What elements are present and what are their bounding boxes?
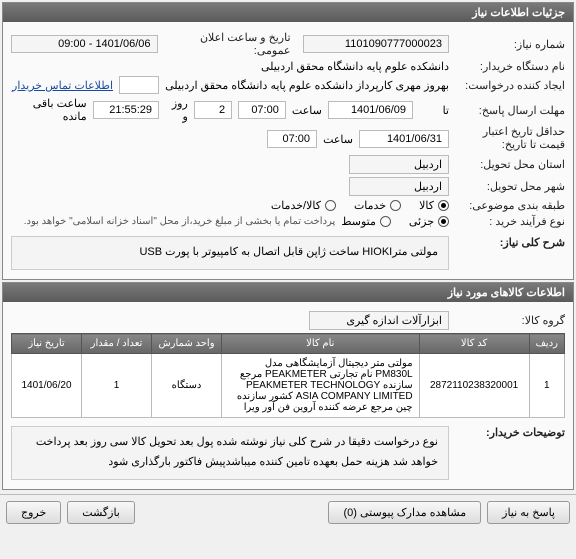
deliver-city-label: شهر محل تحویل: bbox=[455, 180, 565, 193]
radio-icon bbox=[390, 200, 401, 211]
creator-label: ایجاد کننده درخواست: bbox=[455, 79, 565, 92]
cell-unit: دستگاه bbox=[152, 354, 222, 418]
items-table: ردیف کد کالا نام کالا واحد شمارش تعداد /… bbox=[11, 333, 565, 418]
pt-partial-radio: جزئی bbox=[409, 215, 449, 228]
reply-deadline-label: مهلت ارسال پاسخ: bbox=[455, 104, 565, 117]
creator-blank bbox=[119, 76, 159, 94]
exit-button[interactable]: خروج bbox=[6, 501, 61, 524]
reply-time[interactable]: 07:00 bbox=[238, 101, 286, 119]
col-date: تاریخ نیاز bbox=[12, 334, 82, 354]
time-label-2: ساعت bbox=[323, 133, 353, 146]
cell-qty: 1 bbox=[82, 354, 152, 418]
purchase-type-group: جزئی متوسط bbox=[341, 215, 449, 228]
public-time-label: تاریخ و ساعت اعلان عمومی: bbox=[164, 31, 291, 57]
table-row[interactable]: 1 2872110238320001 مولتی متر دیجیتال آزم… bbox=[12, 354, 565, 418]
table-header-row: ردیف کد کالا نام کالا واحد شمارش تعداد /… bbox=[12, 334, 565, 354]
purchase-note: پرداخت تمام یا بخشی از مبلغ خرید،از محل … bbox=[24, 216, 336, 227]
need-no-value: 1101090777000023 bbox=[303, 35, 450, 53]
reply-to-label: تا bbox=[419, 104, 449, 117]
panel1-body: شماره نیاز: 1101090777000023 تاریخ و ساع… bbox=[3, 22, 573, 279]
day-and-label: روز و bbox=[165, 97, 188, 123]
radio-icon bbox=[380, 216, 391, 227]
reply-date[interactable]: 1401/06/09 bbox=[328, 101, 413, 119]
col-qty: تعداد / مقدار bbox=[82, 334, 152, 354]
remaining-days: 2 bbox=[194, 101, 232, 119]
cell-name: مولتی متر دیجیتال آزمایشگاهی مدل PM830L … bbox=[222, 354, 420, 418]
validity-date[interactable]: 1401/06/31 bbox=[359, 130, 449, 148]
deliver-province-label: استان محل تحویل: bbox=[455, 158, 565, 171]
cls-both-radio: کالا/خدمات bbox=[271, 199, 336, 212]
need-details-panel: جزئیات اطلاعات نیاز شماره نیاز: 11010907… bbox=[2, 2, 574, 280]
need-desc-value: مولتی مترHIOKI ساخت ژاپن قابل اتصال به ک… bbox=[11, 236, 449, 270]
creator-value: بهروز مهری کارپرداز دانشکده علوم پایه دا… bbox=[165, 79, 449, 92]
items-panel: اطلاعات کالاهای مورد نیاز گروه کالا: ابز… bbox=[2, 282, 574, 490]
classification-label: طبقه بندی موضوعی: bbox=[455, 199, 565, 212]
time-label-1: ساعت bbox=[292, 104, 322, 117]
col-unit: واحد شمارش bbox=[152, 334, 222, 354]
need-no-label: شماره نیاز: bbox=[455, 38, 565, 51]
back-button[interactable]: بازگشت bbox=[67, 501, 135, 524]
footer-bar: پاسخ به نیاز مشاهده مدارک پیوستی (0) باز… bbox=[0, 494, 576, 530]
validity-label: حداقل تاریخ اعتبار قیمت تا تاریخ: bbox=[455, 126, 565, 152]
deliver-province: اردبیل bbox=[349, 155, 449, 174]
cls-items-radio: کالا bbox=[419, 199, 449, 212]
panel1-header: جزئیات اطلاعات نیاز bbox=[3, 3, 573, 22]
cell-date: 1401/06/20 bbox=[12, 354, 82, 418]
panel2-body: گروه کالا: ابزارآلات اندازه گیری ردیف کد… bbox=[3, 302, 573, 489]
buyer-notes-value: نوع درخواست دقیقا در شرح کلی نیاز نوشته … bbox=[11, 426, 449, 480]
buyer-value: دانشکده علوم پایه دانشگاه محقق اردبیلی bbox=[261, 60, 449, 73]
group-value: ابزارآلات اندازه گیری bbox=[309, 311, 449, 330]
remaining-text: ساعت باقی مانده bbox=[11, 97, 87, 123]
contact-link[interactable]: اطلاعات تماس خریدار bbox=[12, 79, 113, 92]
col-name: نام کالا bbox=[222, 334, 420, 354]
col-code: کد کالا bbox=[419, 334, 529, 354]
cls-services-radio: خدمات bbox=[354, 199, 401, 212]
radio-icon bbox=[325, 200, 336, 211]
pt-medium-radio: متوسط bbox=[341, 215, 391, 228]
buyer-label: نام دستگاه خریدار: bbox=[455, 60, 565, 73]
cell-idx: 1 bbox=[529, 354, 564, 418]
col-row: ردیف bbox=[529, 334, 564, 354]
reply-button[interactable]: پاسخ به نیاز bbox=[487, 501, 570, 524]
panel2-header: اطلاعات کالاهای مورد نیاز bbox=[3, 283, 573, 302]
group-label: گروه کالا: bbox=[455, 314, 565, 327]
purchase-type-label: نوع فرآیند خرید : bbox=[455, 215, 565, 228]
public-time-value: 1401/06/06 - 09:00 bbox=[11, 35, 158, 53]
remaining-time: 21:55:29 bbox=[93, 101, 159, 119]
buyer-notes-label: توضیحات خریدار: bbox=[455, 426, 565, 480]
need-desc-label: شرح کلی نیاز: bbox=[455, 236, 565, 270]
validity-time[interactable]: 07:00 bbox=[267, 130, 317, 148]
attachments-button[interactable]: مشاهده مدارک پیوستی (0) bbox=[328, 501, 481, 524]
deliver-city: اردبیل bbox=[349, 177, 449, 196]
classification-group: کالا خدمات کالا/خدمات bbox=[271, 199, 449, 212]
cell-code: 2872110238320001 bbox=[419, 354, 529, 418]
radio-icon bbox=[438, 200, 449, 211]
radio-icon bbox=[438, 216, 449, 227]
